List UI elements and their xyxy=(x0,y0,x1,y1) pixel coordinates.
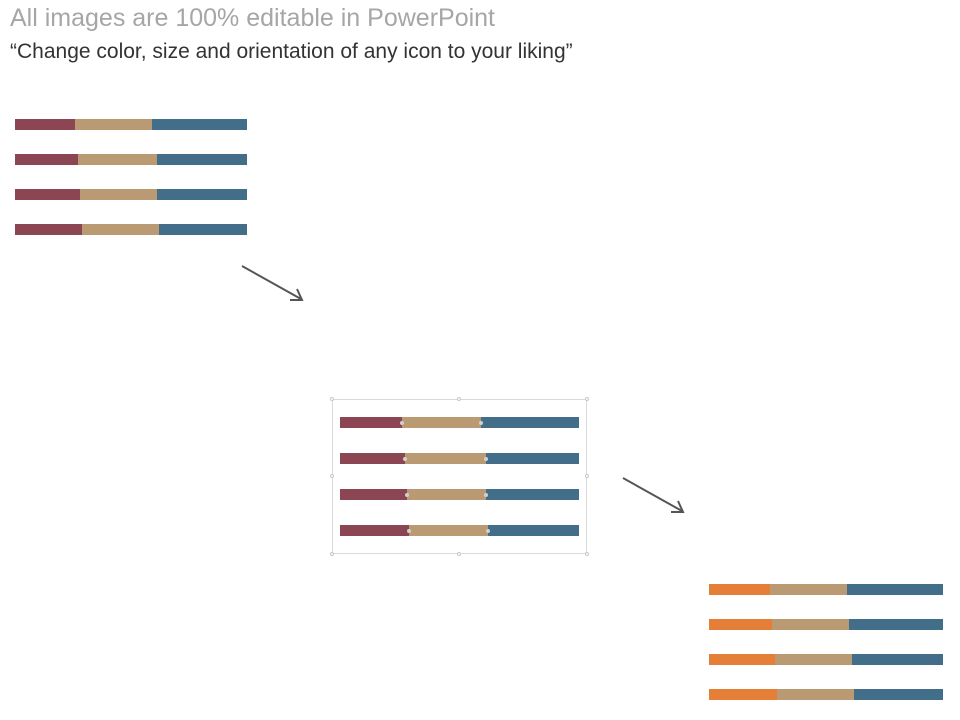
bar-segment-right[interactable] xyxy=(480,417,579,428)
bar-segment-middle[interactable] xyxy=(404,453,486,464)
bar-icon-selected[interactable] xyxy=(340,417,579,536)
segment-handle[interactable] xyxy=(486,528,491,533)
segment-handle[interactable] xyxy=(483,456,488,461)
bar-segment-left[interactable] xyxy=(15,224,83,235)
bar-segment-middle[interactable] xyxy=(776,689,855,700)
bar-row[interactable] xyxy=(15,189,247,200)
bar-segment-middle[interactable] xyxy=(769,584,848,595)
bar-segment-middle[interactable] xyxy=(406,489,486,500)
bar-segment-right[interactable] xyxy=(849,619,943,630)
bar-row[interactable] xyxy=(709,689,943,700)
segment-handle[interactable] xyxy=(407,528,412,533)
bar-segment-right[interactable] xyxy=(156,154,247,165)
resize-handle-top[interactable] xyxy=(457,397,461,401)
bar-row[interactable] xyxy=(340,489,579,500)
arrow-right-down-icon xyxy=(622,477,685,513)
bar-segment-right[interactable] xyxy=(847,584,943,595)
resize-handle-bottom-left[interactable] xyxy=(330,552,334,556)
bar-segment-right[interactable] xyxy=(156,189,247,200)
bar-segment-middle[interactable] xyxy=(82,224,159,235)
bar-row[interactable] xyxy=(15,119,247,130)
slide-subtitle: “Change color, size and orientation of a… xyxy=(10,40,573,63)
bar-row[interactable] xyxy=(340,453,579,464)
bar-row[interactable] xyxy=(15,224,247,235)
arrow-right-down-icon xyxy=(241,265,304,301)
resize-handle-left[interactable] xyxy=(330,474,334,478)
bar-segment-left[interactable] xyxy=(340,417,403,428)
bar-segment-left[interactable] xyxy=(709,689,777,700)
bar-segment-middle[interactable] xyxy=(774,654,852,665)
bar-segment-right[interactable] xyxy=(854,689,943,700)
segment-handle[interactable] xyxy=(404,492,409,497)
bar-segment-right[interactable] xyxy=(485,453,579,464)
segment-handle[interactable] xyxy=(400,420,405,425)
bar-row[interactable] xyxy=(15,154,247,165)
bar-row[interactable] xyxy=(709,654,943,665)
bar-segment-right[interactable] xyxy=(158,224,247,235)
bar-row[interactable] xyxy=(340,417,579,428)
resize-handle-right[interactable] xyxy=(585,474,589,478)
bar-row[interactable] xyxy=(340,525,579,536)
bar-segment-right[interactable] xyxy=(851,654,943,665)
bar-row[interactable] xyxy=(709,584,943,595)
segment-handle[interactable] xyxy=(479,420,483,425)
selection-frame[interactable] xyxy=(330,397,589,556)
bar-segment-middle[interactable] xyxy=(77,154,157,165)
resize-handle-bottom[interactable] xyxy=(457,552,461,556)
bar-segment-left[interactable] xyxy=(709,619,773,630)
bar-segment-left[interactable] xyxy=(709,584,770,595)
bar-segment-left[interactable] xyxy=(340,453,405,464)
bar-segment-left[interactable] xyxy=(15,119,76,130)
bar-segment-middle[interactable] xyxy=(772,619,850,630)
bar-segment-right[interactable] xyxy=(485,489,579,500)
bar-segment-right[interactable] xyxy=(488,525,579,536)
bar-row[interactable] xyxy=(709,619,943,630)
bar-segment-left[interactable] xyxy=(15,154,78,165)
bar-segment-middle[interactable] xyxy=(79,189,157,200)
bar-segment-middle[interactable] xyxy=(402,417,481,428)
bar-segment-left[interactable] xyxy=(709,654,775,665)
segment-handle[interactable] xyxy=(483,492,488,497)
bar-icon-recolored[interactable] xyxy=(709,584,943,700)
bar-icon-original[interactable] xyxy=(15,119,247,235)
bar-segment-middle[interactable] xyxy=(75,119,152,130)
bar-segment-right[interactable] xyxy=(151,119,247,130)
resize-handle-top-left[interactable] xyxy=(330,397,334,401)
bar-segment-left[interactable] xyxy=(340,525,410,536)
slide-title: All images are 100% editable in PowerPoi… xyxy=(10,4,495,32)
bar-segment-left[interactable] xyxy=(340,489,407,500)
segment-handle[interactable] xyxy=(402,456,407,461)
resize-handle-top-right[interactable] xyxy=(585,397,589,401)
bar-segment-middle[interactable] xyxy=(409,525,489,536)
resize-handle-bottom-right[interactable] xyxy=(585,552,589,556)
bar-segment-left[interactable] xyxy=(15,189,80,200)
